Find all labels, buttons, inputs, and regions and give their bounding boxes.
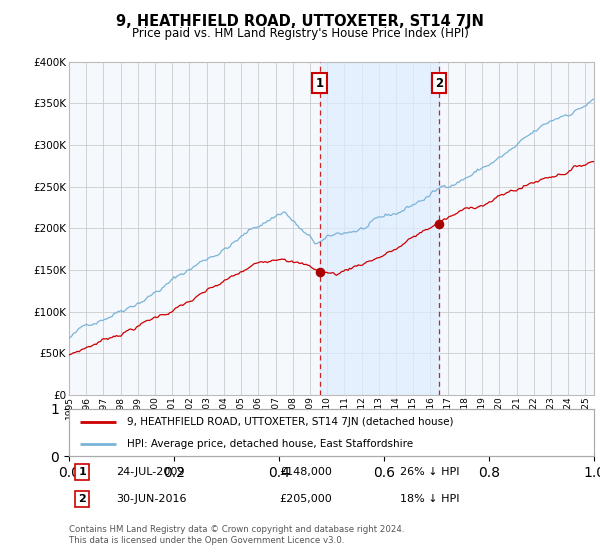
Text: 9, HEATHFIELD ROAD, UTTOXETER, ST14 7JN (detached house): 9, HEATHFIELD ROAD, UTTOXETER, ST14 7JN … xyxy=(127,417,453,427)
Text: 2: 2 xyxy=(435,77,443,90)
Point xyxy=(434,220,444,228)
Text: HPI: Average price, detached house, East Staffordshire: HPI: Average price, detached house, East… xyxy=(127,438,413,449)
Text: £148,000: £148,000 xyxy=(279,467,332,477)
Text: 24-JUL-2009: 24-JUL-2009 xyxy=(116,467,185,477)
Point xyxy=(315,267,325,276)
Text: £205,000: £205,000 xyxy=(279,494,332,504)
Text: 2: 2 xyxy=(78,494,86,504)
Text: 26% ↓ HPI: 26% ↓ HPI xyxy=(400,467,459,477)
Text: Contains HM Land Registry data © Crown copyright and database right 2024.
This d: Contains HM Land Registry data © Crown c… xyxy=(69,525,404,545)
Text: 9, HEATHFIELD ROAD, UTTOXETER, ST14 7JN: 9, HEATHFIELD ROAD, UTTOXETER, ST14 7JN xyxy=(116,14,484,29)
Text: 30-JUN-2016: 30-JUN-2016 xyxy=(116,494,187,504)
Text: 18% ↓ HPI: 18% ↓ HPI xyxy=(400,494,459,504)
Text: 1: 1 xyxy=(78,467,86,477)
Text: 1: 1 xyxy=(316,77,323,90)
Text: Price paid vs. HM Land Registry's House Price Index (HPI): Price paid vs. HM Land Registry's House … xyxy=(131,27,469,40)
Bar xyxy=(320,62,439,395)
